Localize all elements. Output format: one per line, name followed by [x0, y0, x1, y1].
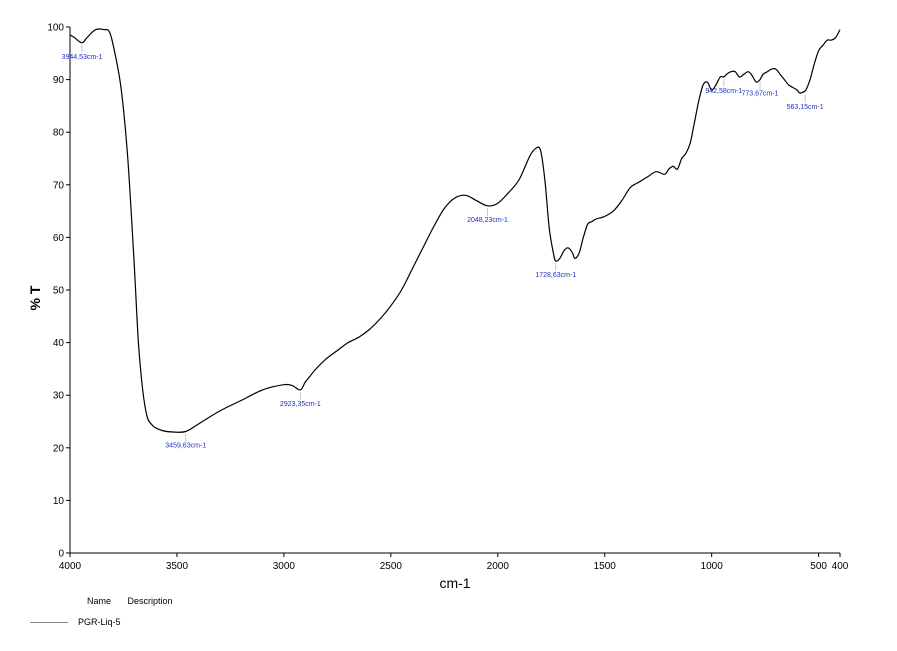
y-tick-label: 10 — [53, 496, 65, 507]
y-tick-label: 100 — [47, 23, 64, 34]
peak-label: 3459,63cm-1 — [165, 442, 206, 449]
x-tick-label: 3500 — [166, 561, 189, 572]
legend-entry-label: PGR-Liq-5 — [78, 617, 121, 627]
x-tick-label: 4000 — [59, 561, 82, 572]
y-tick-label: 30 — [53, 391, 65, 402]
peak-label: 3944,53cm-1 — [62, 54, 103, 61]
peak-label: 2923,35cm-1 — [280, 401, 321, 408]
y-axis: 0 10 20 30 40 50 60 70 80 90 100 — [47, 23, 71, 560]
y-tick-label: 80 — [53, 128, 65, 139]
y-tick-label: 60 — [53, 233, 65, 244]
y-tick-label: 40 — [53, 338, 65, 349]
x-tick-label: 3000 — [273, 561, 296, 572]
y-tick-label: 70 — [53, 180, 65, 191]
peak-label: 563,15cm-1 — [787, 104, 824, 111]
x-tick-label: 500 — [810, 561, 827, 572]
legend-header-name: Name — [87, 596, 112, 606]
x-tick-label: 1500 — [594, 561, 617, 572]
legend-header: Name Description — [87, 596, 187, 606]
peak-label: 2048,23cm-1 — [467, 217, 508, 224]
peak-label: 1728,63cm-1 — [535, 272, 576, 279]
y-axis-title: % T — [27, 285, 43, 310]
y-tick-label: 50 — [53, 286, 65, 297]
x-tick-label: 2500 — [380, 561, 403, 572]
x-tick-label: 2000 — [487, 561, 510, 572]
series-layer — [69, 28, 841, 433]
y-tick-label: 0 — [58, 549, 64, 560]
x-axis-title: cm-1 — [439, 575, 470, 591]
y-tick-label: 90 — [53, 75, 65, 86]
peak-label: 942,58cm-1 — [705, 88, 742, 95]
peak-label: 773,67cm-1 — [742, 91, 779, 98]
peak-labels: 3944,53cm-1 3459,63cm-1 2923,35cm-1 2048,23… — [62, 44, 824, 449]
legend-swatch — [30, 621, 68, 623]
legend-header-description: Description — [127, 596, 173, 606]
series-line-pgr-liq-5 — [69, 28, 841, 433]
x-tick-label: 400 — [832, 561, 849, 572]
x-tick-label: 1000 — [701, 561, 724, 572]
y-tick-label: 20 — [53, 443, 65, 454]
x-axis: 4000 3500 3000 2500 2000 1500 1000 500 400 — [59, 552, 849, 572]
legend-entry: PGR-Liq-5 — [30, 617, 121, 627]
